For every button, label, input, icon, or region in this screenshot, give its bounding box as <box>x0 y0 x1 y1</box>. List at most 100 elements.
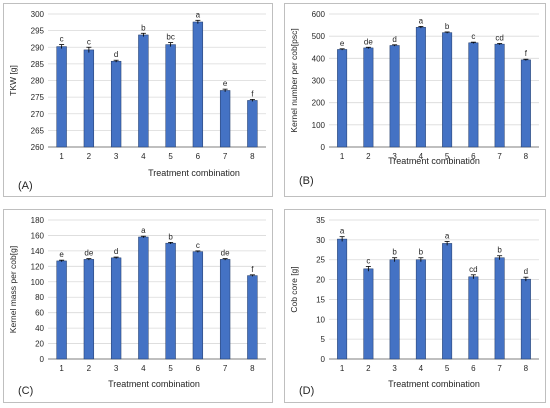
x-tick-label: 1 <box>59 364 64 373</box>
x-axis-label: Treatment combination <box>148 168 240 178</box>
y-tick-label: 180 <box>31 216 45 225</box>
significance-letter: e <box>223 79 228 88</box>
significance-letter: f <box>251 265 254 274</box>
significance-letter: cd <box>495 33 503 42</box>
bar <box>468 276 479 360</box>
bar <box>494 43 505 148</box>
y-axis-label: Cob core [g] <box>289 266 299 312</box>
x-tick-label: 4 <box>419 152 424 161</box>
bar <box>520 278 531 360</box>
chart-panel-c: 0 20 40 60 80 100 120 140 160 180 e 1 de 2 d 3 a 4 b 5 c 6 de 7… <box>3 209 273 403</box>
y-tick-label: 265 <box>31 126 45 135</box>
x-tick-label: 3 <box>392 364 397 373</box>
significance-letter: c <box>366 256 370 265</box>
y-tick-label: 285 <box>31 60 45 69</box>
bar <box>219 259 231 360</box>
y-tick-label: 295 <box>31 27 45 36</box>
chart-b-svg: 0 100 200 300 400 500 600 e 1 de 2 d 3 a 4 b 5 c 6 cd 7 f 8 Ker… <box>289 10 539 187</box>
bar <box>219 90 231 148</box>
y-tick-label: 280 <box>31 77 45 86</box>
significance-letter: d <box>114 247 118 256</box>
x-tick-label: 7 <box>497 364 502 373</box>
bar <box>415 259 426 360</box>
panel-label: (C) <box>18 385 33 397</box>
bar <box>192 251 204 360</box>
x-tick-label: 2 <box>366 364 371 373</box>
x-tick-label: 5 <box>168 152 173 161</box>
y-tick-label: 60 <box>35 309 44 318</box>
y-tick-label: 270 <box>31 110 45 119</box>
bar <box>442 32 453 148</box>
significance-letter: d <box>392 35 396 44</box>
x-tick-label: 8 <box>524 152 529 161</box>
y-tick-label: 20 <box>316 276 325 285</box>
significance-letter: f <box>525 49 528 58</box>
significance-letter: e <box>340 39 345 48</box>
y-tick-label: 40 <box>35 324 44 333</box>
y-tick-label: 140 <box>31 247 45 256</box>
bar <box>83 259 95 360</box>
significance-letter: d <box>114 50 118 59</box>
bar <box>247 275 258 360</box>
significance-letter: a <box>141 226 146 235</box>
significance-letter: cd <box>469 265 477 274</box>
significance-letter: d <box>524 267 528 276</box>
bar <box>363 268 374 360</box>
bar <box>247 100 258 148</box>
bar <box>494 257 505 360</box>
y-tick-label: 5 <box>321 335 326 344</box>
bar <box>468 42 479 148</box>
chart-panel-b: 0 100 200 300 400 500 600 e 1 de 2 d 3 a 4 b 5 c 6 cd 7 f 8 Ker… <box>284 3 546 197</box>
bar <box>520 59 531 148</box>
x-tick-label: 8 <box>250 364 255 373</box>
x-tick-label: 6 <box>471 364 476 373</box>
x-tick-label: 8 <box>250 152 255 161</box>
x-axis-label: Treatment combination <box>388 379 480 389</box>
y-tick-label: 25 <box>316 256 325 265</box>
significance-letter: b <box>497 246 502 255</box>
bar <box>165 44 176 148</box>
y-tick-label: 0 <box>321 143 326 152</box>
x-tick-label: 5 <box>445 364 450 373</box>
y-tick-label: 300 <box>31 10 45 19</box>
y-axis-label: TKW [g] <box>8 65 18 96</box>
significance-letter: b <box>141 23 146 32</box>
x-tick-label: 6 <box>196 364 201 373</box>
significance-letter: b <box>445 22 450 31</box>
chart-a-svg: 260 265 270 275 280 285 290 295 300 c 1 c 2 d 3 b 4 bc 5 a 6… <box>8 10 266 192</box>
y-tick-label: 0 <box>40 355 45 364</box>
x-tick-label: 5 <box>168 364 173 373</box>
x-tick-label: 6 <box>196 152 201 161</box>
significance-letter: b <box>419 248 424 257</box>
significance-letter: c <box>60 35 64 44</box>
y-tick-label: 35 <box>316 216 325 225</box>
panel-label: (A) <box>18 180 33 192</box>
y-tick-label: 275 <box>31 93 45 102</box>
y-tick-label: 100 <box>312 121 326 130</box>
y-tick-label: 0 <box>321 355 326 364</box>
y-tick-label: 80 <box>35 293 44 302</box>
bar <box>415 27 426 148</box>
x-tick-label: 6 <box>471 152 476 161</box>
chart-d-svg: 0 5 10 15 20 25 30 35 a 1 c 2 b 3 b 4 a 5 cd 6 b 7 d 8 Cob core … <box>289 216 539 397</box>
significance-letter: de <box>364 37 373 46</box>
chart-panel-a: 260 265 270 275 280 285 290 295 300 c 1 c 2 d 3 b 4 bc 5 a 6… <box>3 3 273 197</box>
bar <box>110 60 122 148</box>
significance-letter: a <box>419 16 424 25</box>
significance-letter: e <box>59 250 64 259</box>
x-tick-label: 7 <box>223 364 228 373</box>
significance-letter: c <box>196 241 200 250</box>
bar <box>56 260 67 360</box>
y-tick-label: 100 <box>31 278 45 287</box>
chart-panel-d: 0 5 10 15 20 25 30 35 a 1 c 2 b 3 b 4 a 5 cd 6 b 7 d 8 Cob core … <box>284 209 546 403</box>
x-tick-label: 4 <box>141 364 146 373</box>
significance-letter: a <box>445 231 450 240</box>
bar <box>165 242 176 360</box>
y-tick-label: 200 <box>312 99 326 108</box>
x-tick-label: 8 <box>524 364 529 373</box>
x-tick-label: 3 <box>114 152 119 161</box>
significance-letter: de <box>84 249 93 258</box>
x-tick-label: 7 <box>497 152 502 161</box>
bar <box>337 49 348 148</box>
bar <box>389 45 400 148</box>
